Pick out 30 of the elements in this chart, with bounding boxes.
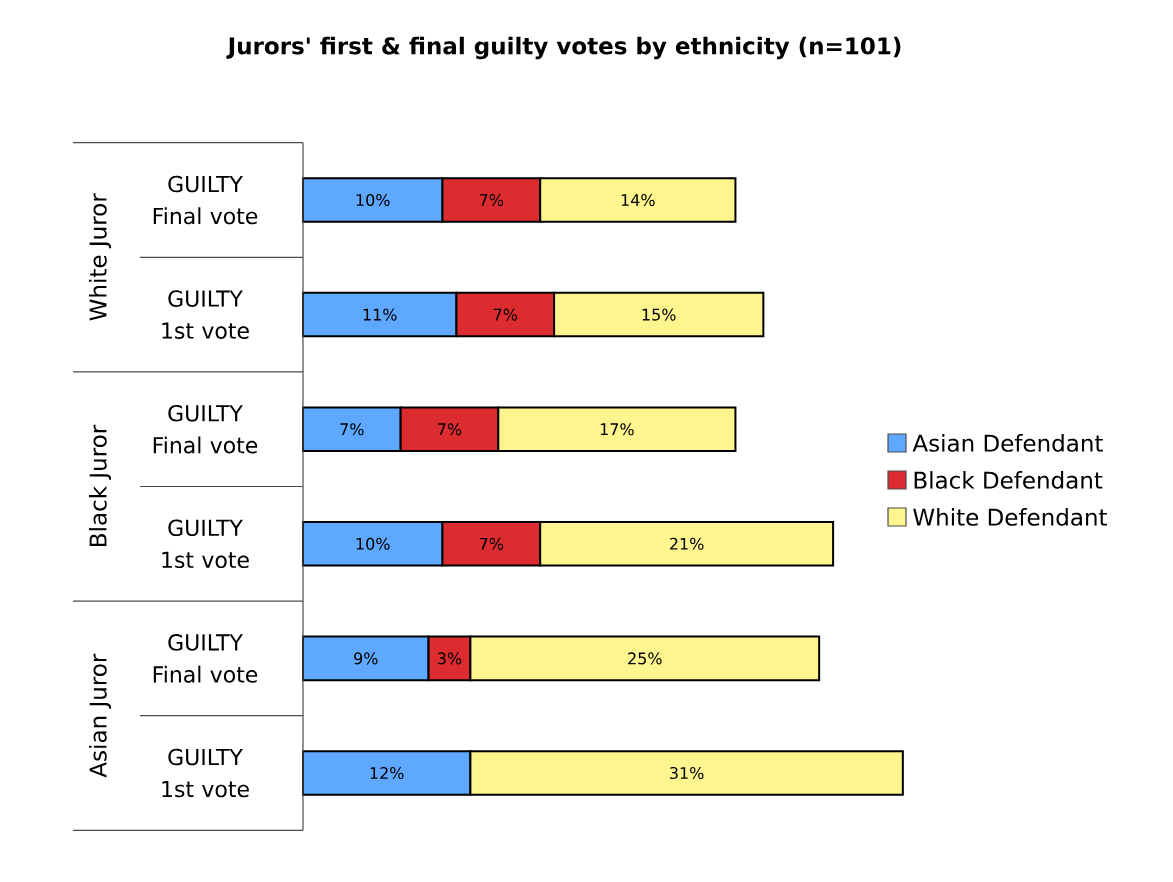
data-label: 25%: [628, 652, 662, 665]
legend-label: Black Defendant: [914, 471, 1103, 489]
data-label: 31%: [670, 766, 704, 780]
chart-title: Jurors' first & final guilty votes by ethnicity (n=101): [226, 36, 901, 60]
data-label: 7%: [340, 423, 364, 436]
y-tick-label: GUILTY Final vote: [153, 404, 258, 454]
data-label: 7%: [438, 423, 462, 436]
legend-label: White Defendant: [913, 508, 1108, 526]
data-label: 3%: [438, 652, 462, 665]
data-label: 10%: [356, 537, 390, 550]
data-label: 10%: [356, 193, 390, 207]
data-label: 7%: [493, 308, 518, 321]
data-label: 9%: [354, 652, 378, 665]
data-label: 14%: [621, 193, 655, 207]
data-label: 21%: [670, 537, 704, 550]
text: Black Juror: [88, 424, 112, 546]
data-label: 7%: [479, 537, 504, 550]
y-tick-label: GUILTY 1st vote: [162, 290, 249, 339]
legend-label: Asian Defendant: [912, 434, 1103, 452]
data-label: 7%: [479, 193, 504, 207]
data-label: 11%: [363, 308, 397, 321]
data-label: 15%: [642, 308, 676, 321]
y-tick-label: GUILTY Final vote: [153, 175, 258, 225]
y-tick-label: GUILTY 1st vote: [162, 748, 249, 798]
text: Asian Juror: [88, 653, 112, 778]
data-label: 12%: [370, 766, 404, 780]
y-tick-label: GUILTY 1st vote: [162, 519, 249, 569]
y-tick-label: GUILTY Final vote: [153, 634, 258, 683]
text: White Juror: [88, 193, 112, 321]
data-label: 17%: [600, 423, 634, 436]
